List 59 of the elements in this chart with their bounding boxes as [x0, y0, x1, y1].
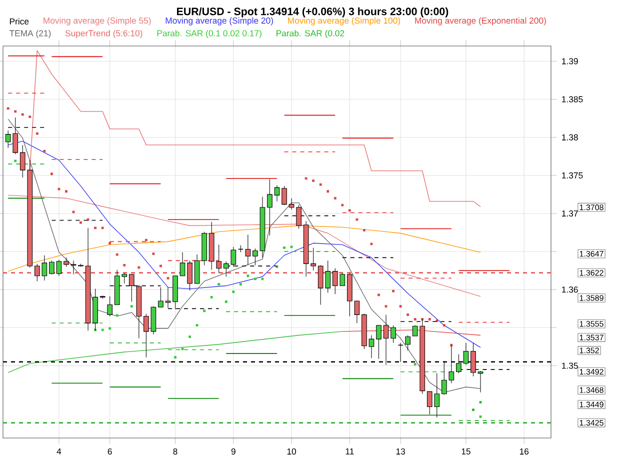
y-tick-label: 1.385 [562, 96, 583, 102]
text: Moving average (Simple 55) [44, 17, 151, 26]
candlestick [376, 325, 382, 360]
y2-tick-label: 1.3589 [580, 295, 604, 301]
line-series [8, 118, 481, 393]
text: Parab. SAR (0.1 0.02 0.17) [157, 30, 262, 38]
x-tick-label: 4 [56, 448, 62, 454]
y-tick-label: 1.37 [562, 210, 578, 217]
y2-tick-label: 1.352 [580, 348, 599, 354]
text: Price [10, 18, 29, 25]
text: SuperTrend (5:6:10) [65, 30, 142, 38]
chart-title: EUR/USD - Spot 1.34914 (+0.06%) 3 hours 23:00 (0:00) [177, 7, 448, 18]
text: TEMA (21) [9, 30, 51, 38]
y2-tick-label: 1.3492 [580, 368, 604, 375]
y2-tick-label: 1.3425 [580, 420, 604, 426]
candlestick [70, 260, 76, 275]
y2-tick-label: 1.3449 [580, 402, 604, 408]
y2-tick-label: 1.3537 [580, 334, 604, 340]
x-tick-label: 15 [462, 448, 470, 454]
text: Parab. SAR (0.02 [276, 30, 344, 38]
candlestick [107, 296, 113, 316]
candlestick [478, 370, 484, 393]
y2-tick-label: 1.3647 [580, 250, 604, 257]
y-tick-label: 1.38 [562, 134, 578, 140]
candlestick [274, 185, 280, 202]
candlestick [368, 334, 374, 358]
candlestick [390, 325, 396, 344]
x-tick-label: 16 [520, 448, 529, 455]
text: Moving average (Simple 100) [288, 17, 400, 26]
x-tick-label: 6 [108, 448, 112, 455]
text: Moving average (Simple 20) [166, 17, 273, 26]
candlestick [405, 334, 410, 351]
candlestick [158, 287, 164, 308]
x-tick-label: 10 [287, 448, 296, 455]
text: Moving average (Exponential 200) [415, 17, 546, 26]
y2-tick-label: 1.3468 [580, 387, 604, 393]
candlestick [267, 178, 272, 236]
line-series [8, 331, 343, 373]
candlestick [245, 234, 251, 266]
candlestick [128, 274, 134, 302]
line-series [8, 140, 481, 348]
candlestick [187, 260, 192, 291]
y-tick-label: 1.36 [562, 286, 578, 293]
x-tick-label: 11 [346, 448, 354, 454]
y-tick-label: 1.375 [562, 172, 583, 178]
candlestick [100, 295, 106, 299]
y2-tick-label: 1.3622 [580, 270, 604, 276]
y-tick-label: 1.39 [562, 58, 578, 64]
x-tick-label: 8 [173, 448, 178, 455]
y2-tick-label: 1.3555 [580, 320, 604, 327]
x-tick-label: 13 [396, 448, 405, 455]
x-tick-label: 9 [231, 448, 236, 455]
candlestick [282, 186, 287, 206]
candlestick [180, 252, 186, 276]
y2-tick-label: 1.3708 [580, 204, 604, 210]
candlestick [64, 257, 69, 268]
line-series [8, 194, 481, 297]
y-tick-label: 1.35 [562, 362, 578, 369]
candlestick [165, 287, 171, 308]
